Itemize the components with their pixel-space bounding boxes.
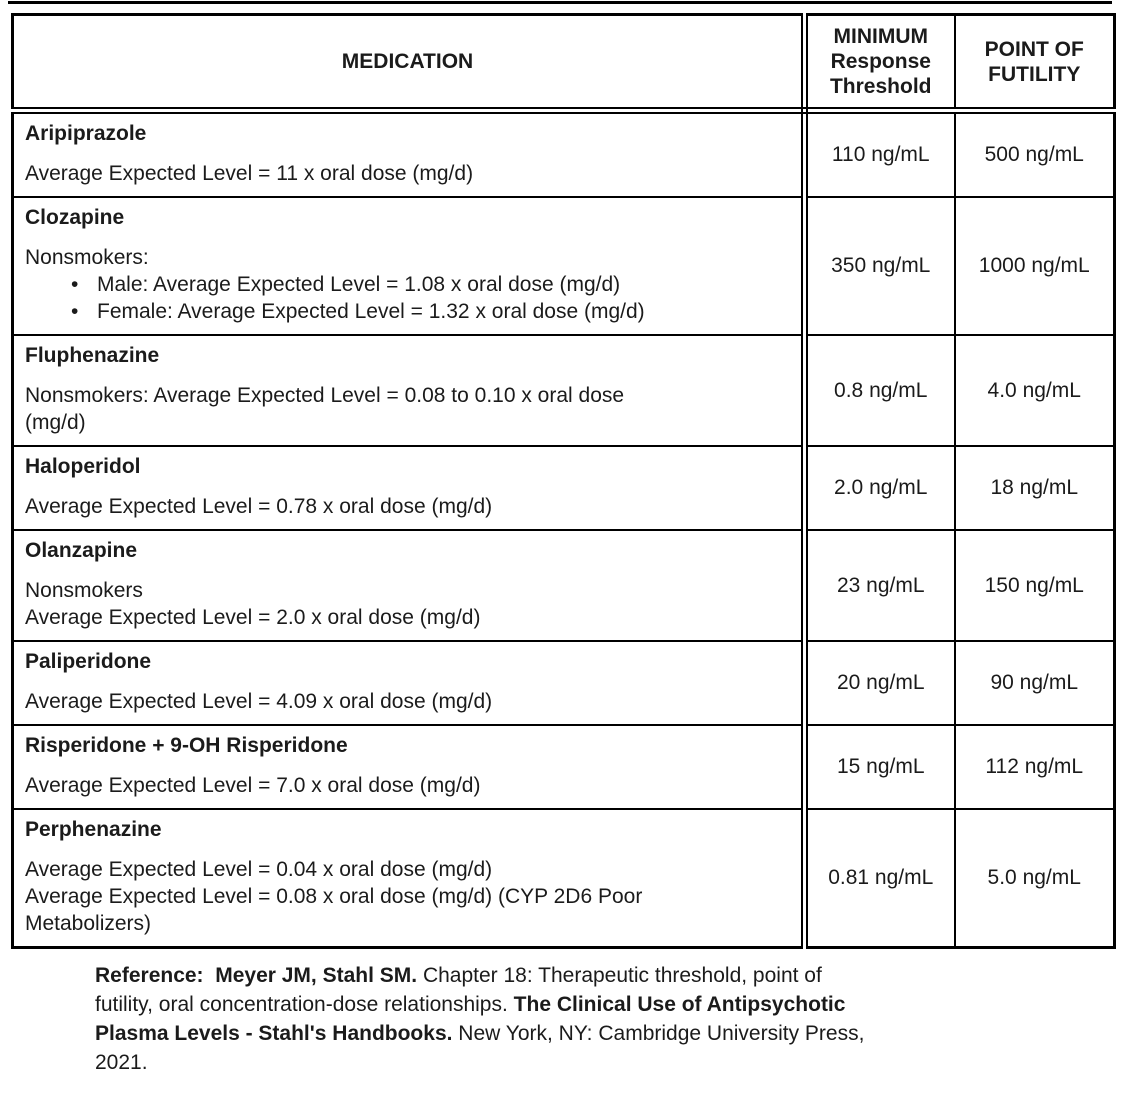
medication-name: Perphenazine bbox=[25, 818, 162, 841]
table-row: Fluphenazine Nonsmokers: Average Expected… bbox=[11, 334, 1116, 447]
reference-segment: New York, NY: Cambridge University Press… bbox=[452, 1022, 865, 1045]
bullet-icon: • bbox=[71, 273, 79, 296]
detail-line: Average Expected Level = 0.08 x oral dos… bbox=[25, 885, 643, 908]
min-threshold-cell: 350 ng/mL bbox=[803, 196, 956, 336]
reference-segment: Chapter 18: Therapeutic threshold, point… bbox=[417, 964, 822, 987]
medication-detail: Nonsmokers: Average Expected Level = 0.0… bbox=[25, 382, 791, 436]
detail-line: Average Expected Level = 2.0 x oral dose… bbox=[25, 606, 481, 629]
table-row: Risperidone + 9-OH Risperidone Average Ex… bbox=[11, 724, 1116, 810]
medication-name: Aripiprazole bbox=[25, 122, 147, 145]
futility-cell: 150 ng/mL bbox=[953, 529, 1116, 642]
detail-line: Average Expected Level = 11 x oral dose … bbox=[25, 162, 474, 185]
medication-detail: Average Expected Level = 0.04 x oral dos… bbox=[25, 856, 791, 937]
medication-levels-table: MEDICATION MINIMUM Response Threshold PO… bbox=[11, 13, 1116, 949]
futility-cell: 4.0 ng/mL bbox=[953, 334, 1116, 447]
medication-cell: Aripiprazole Average Expected Level = 11 … bbox=[11, 109, 808, 198]
futility-cell: 1000 ng/mL bbox=[953, 196, 1116, 336]
medication-cell: Fluphenazine Nonsmokers: Average Expected… bbox=[11, 334, 808, 447]
table-row: Olanzapine Nonsmokers Average Expected Lev… bbox=[11, 529, 1116, 642]
reference-line: Reference: Meyer JM, Stahl SM. Chapter 1… bbox=[95, 961, 1105, 990]
bullet-icon: • bbox=[71, 300, 79, 323]
reference-text: Reference: Meyer JM, Stahl SM. Chapter 1… bbox=[95, 961, 1105, 1077]
medication-name: Olanzapine bbox=[25, 539, 138, 562]
reference-line: 2021. bbox=[95, 1048, 1105, 1077]
bullet-item: • Male: Average Expected Level = 1.08 x o… bbox=[25, 271, 791, 298]
futility-cell: 90 ng/mL bbox=[953, 640, 1116, 726]
table-row: Paliperidone Average Expected Level = 4.0… bbox=[11, 640, 1116, 726]
column-header-point-of-futility: POINT OF FUTILITY bbox=[953, 13, 1116, 114]
detail-line: Metabolizers) bbox=[25, 912, 152, 935]
futility-cell: 5.0 ng/mL bbox=[953, 808, 1116, 949]
min-threshold-cell: 0.81 ng/mL bbox=[803, 808, 956, 949]
min-threshold-cell: 15 ng/mL bbox=[803, 724, 956, 810]
reference-segment: Reference: Meyer JM, Stahl SM. bbox=[95, 964, 418, 987]
detail-line: Nonsmokers: Average Expected Level = 0.0… bbox=[25, 384, 625, 407]
min-threshold-cell: 23 ng/mL bbox=[803, 529, 956, 642]
detail-line: Average Expected Level = 7.0 x oral dose… bbox=[25, 774, 481, 797]
medication-detail: Nonsmokers Average Expected Level = 2.0 x… bbox=[25, 577, 791, 631]
medication-cell: Risperidone + 9-OH Risperidone Average Ex… bbox=[11, 724, 808, 810]
column-header-medication: MEDICATION bbox=[11, 13, 808, 114]
medication-cell: Olanzapine Nonsmokers Average Expected Lev… bbox=[11, 529, 808, 642]
medication-cell: Perphenazine Average Expected Level = 0.0… bbox=[11, 808, 808, 949]
detail-line: Average Expected Level = 4.09 x oral dos… bbox=[25, 690, 493, 713]
medication-detail: Average Expected Level = 7.0 x oral dose… bbox=[25, 772, 791, 799]
table-row: Clozapine Nonsmokers: • Male: Average Expec… bbox=[11, 196, 1116, 336]
min-threshold-cell: 20 ng/mL bbox=[803, 640, 956, 726]
reference-line: futility, oral concentration-dose relati… bbox=[95, 990, 1105, 1019]
medication-detail: Average Expected Level = 4.09 x oral dos… bbox=[25, 688, 791, 715]
medication-detail: Nonsmokers: bbox=[25, 244, 791, 271]
table-row: Perphenazine Average Expected Level = 0.0… bbox=[11, 808, 1116, 949]
min-threshold-cell: 0.8 ng/mL bbox=[803, 334, 956, 447]
top-rule bbox=[8, 1, 1112, 4]
reference-segment: futility, oral concentration-dose relati… bbox=[95, 993, 514, 1016]
futility-cell: 500 ng/mL bbox=[953, 109, 1116, 198]
medication-name: Fluphenazine bbox=[25, 344, 160, 367]
min-threshold-cell: 2.0 ng/mL bbox=[803, 445, 956, 531]
header-row: MEDICATION MINIMUM Response Threshold PO… bbox=[11, 13, 1116, 114]
medication-cell: Clozapine Nonsmokers: • Male: Average Expec… bbox=[11, 196, 808, 336]
medication-name: Paliperidone bbox=[25, 650, 152, 673]
detail-line: (mg/d) bbox=[25, 411, 86, 434]
medication-cell: Paliperidone Average Expected Level = 4.0… bbox=[11, 640, 808, 726]
medication-name: Clozapine bbox=[25, 206, 125, 229]
reference-segment: 2021. bbox=[95, 1051, 148, 1074]
bullet-text: Male: Average Expected Level = 1.08 x or… bbox=[97, 273, 621, 296]
medication-detail: Average Expected Level = 11 x oral dose … bbox=[25, 160, 791, 187]
detail-line: Average Expected Level = 0.78 x oral dos… bbox=[25, 495, 493, 518]
medication-cell: Haloperidol Average Expected Level = 0.78… bbox=[11, 445, 808, 531]
table-row: Haloperidol Average Expected Level = 0.78… bbox=[11, 445, 1116, 531]
bullet-list: • Male: Average Expected Level = 1.08 x o… bbox=[25, 271, 791, 325]
detail-line: Average Expected Level = 0.04 x oral dos… bbox=[25, 858, 493, 881]
min-threshold-cell: 110 ng/mL bbox=[803, 109, 956, 198]
reference-segment: Plasma Levels - Stahl's Handbooks. bbox=[95, 1022, 453, 1045]
bullet-text: Female: Average Expected Level = 1.32 x … bbox=[97, 300, 645, 323]
reference-line: Plasma Levels - Stahl's Handbooks. New Y… bbox=[95, 1019, 1105, 1048]
detail-line: Nonsmokers bbox=[25, 579, 143, 602]
medication-name: Risperidone + 9-OH Risperidone bbox=[25, 734, 348, 757]
bullet-item: • Female: Average Expected Level = 1.32 x… bbox=[25, 298, 791, 325]
table-row: Aripiprazole Average Expected Level = 11 … bbox=[11, 109, 1116, 198]
futility-cell: 18 ng/mL bbox=[953, 445, 1116, 531]
medication-detail: Average Expected Level = 0.78 x oral dos… bbox=[25, 493, 791, 520]
medication-name: Haloperidol bbox=[25, 455, 141, 478]
reference-segment: The Clinical Use of Antipsychotic bbox=[513, 993, 846, 1016]
futility-cell: 112 ng/mL bbox=[953, 724, 1116, 810]
column-header-minimum-response-threshold: MINIMUM Response Threshold bbox=[803, 13, 956, 114]
detail-line: Nonsmokers: bbox=[25, 246, 149, 269]
